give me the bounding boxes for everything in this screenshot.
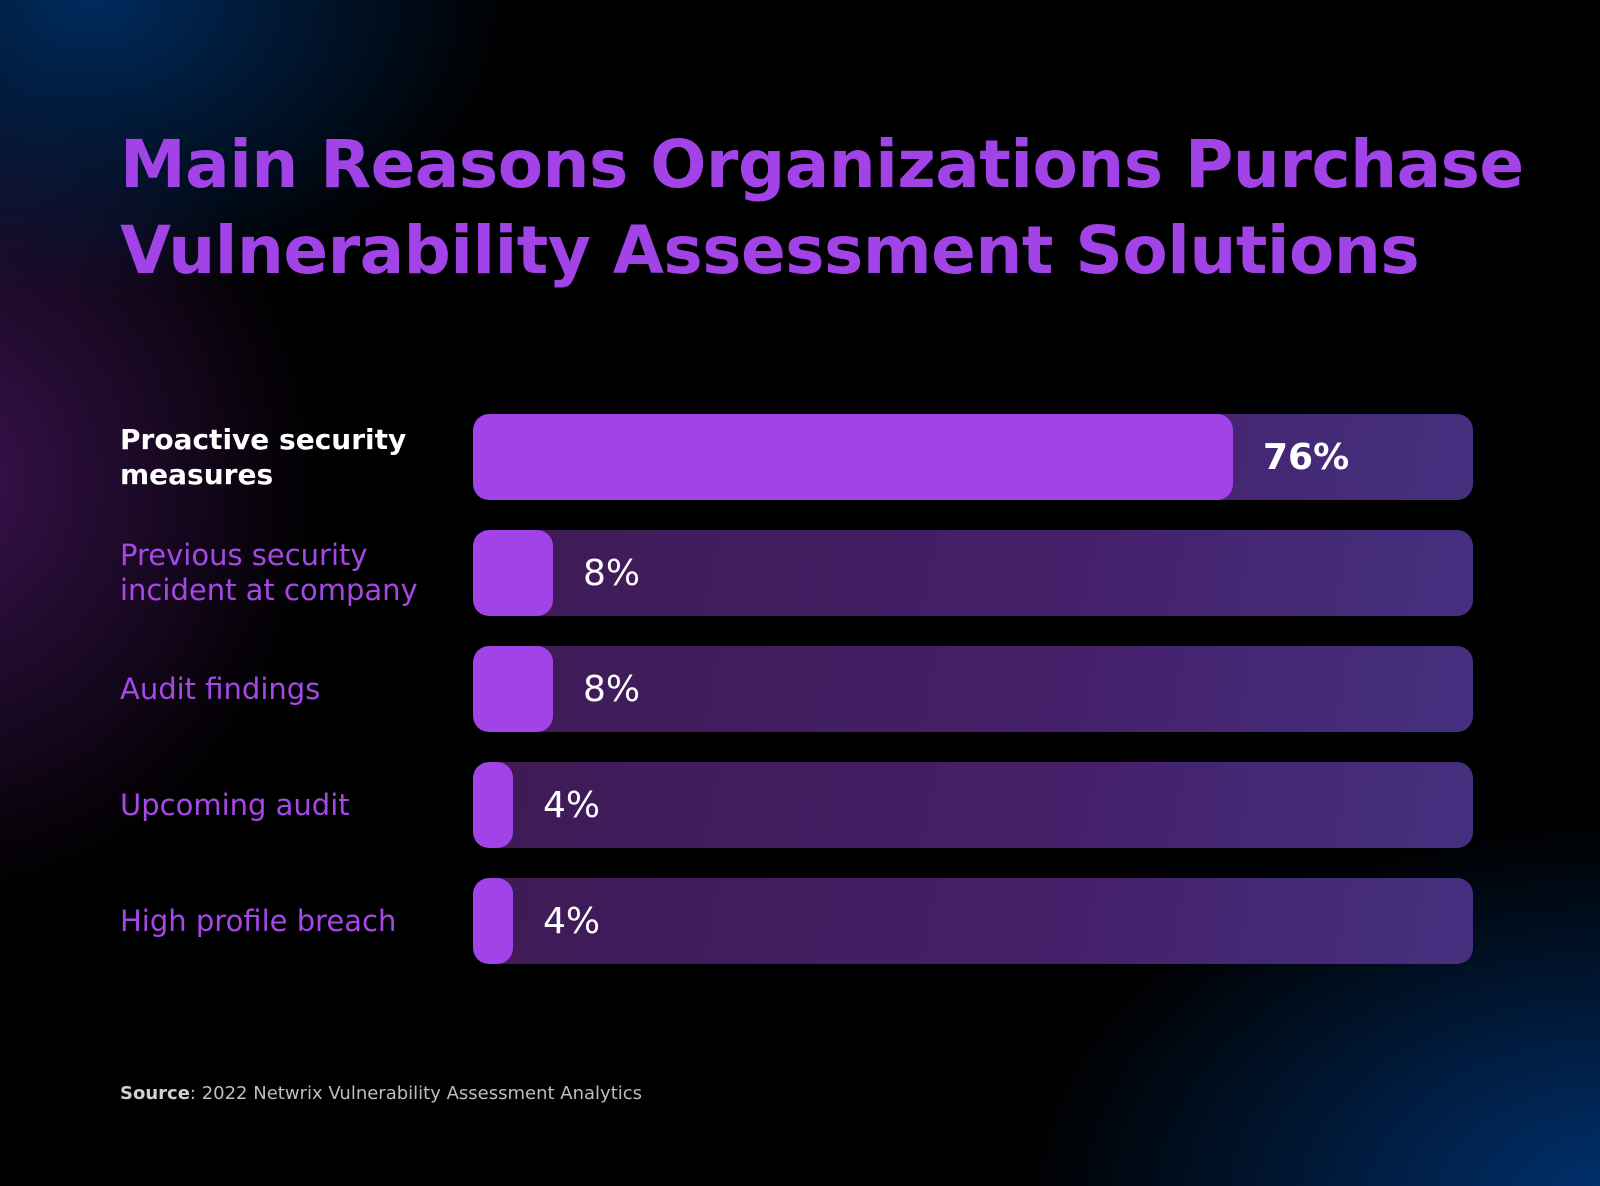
category-label: Previous security incident at company [120, 538, 418, 607]
bar [473, 878, 513, 964]
source-text: : 2022 Netwrix Vulnerability Assessment … [189, 1083, 643, 1104]
bar [473, 530, 553, 616]
bar-track: 76% [473, 414, 1473, 500]
bar [473, 646, 553, 732]
bar-track: 4% [473, 878, 1473, 964]
value-label: 76% [1263, 436, 1350, 478]
value-label: 8% [583, 552, 641, 594]
bar-track: 8% [473, 530, 1473, 616]
chart-title: Main Reasons Organizations Purchase Vuln… [120, 126, 1524, 289]
category-label: Upcoming audit [120, 787, 350, 822]
value-label: 4% [543, 784, 601, 826]
source-note: Source: 2022 Netwrix Vulnerability Asses… [120, 1083, 642, 1104]
bar-track: 4% [473, 762, 1473, 848]
bar-track: 8% [473, 646, 1473, 732]
bar [473, 414, 1233, 500]
category-label: Proactive security measures [120, 423, 407, 491]
value-label: 4% [543, 900, 601, 942]
category-label: High profile breach [120, 903, 397, 938]
bar [473, 762, 513, 848]
source-label: Source [120, 1083, 190, 1104]
value-label: 8% [583, 668, 641, 710]
category-label: Audit findings [120, 671, 321, 706]
